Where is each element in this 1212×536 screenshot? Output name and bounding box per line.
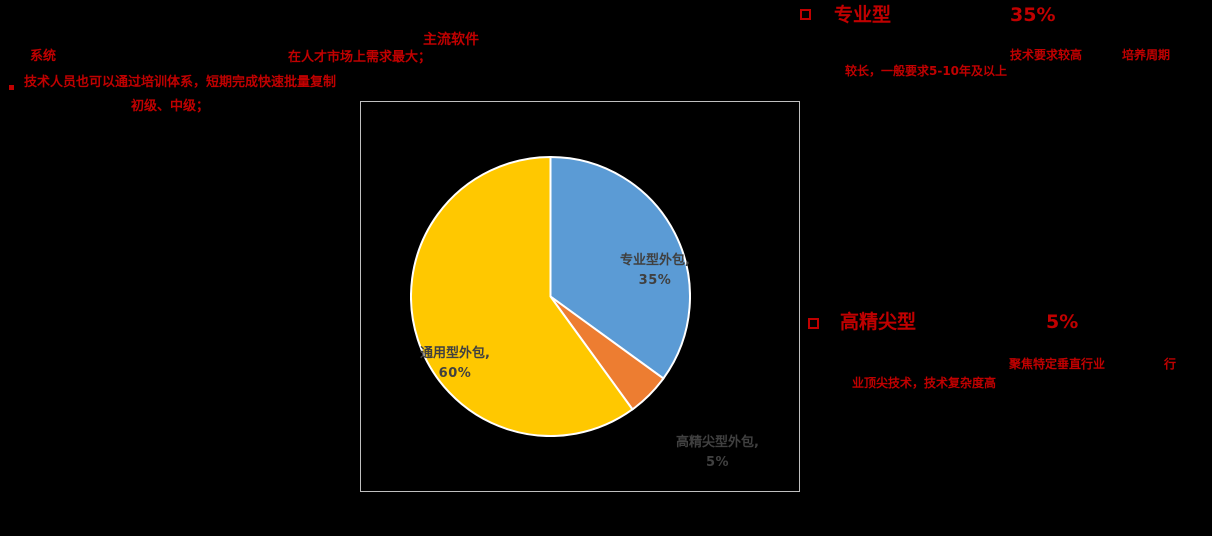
note-professional-desc-c: 较长，一般要求5-10年及以上 (845, 64, 1008, 78)
pie-chart[interactable] (410, 156, 691, 437)
note-highend-title: 高精尖型 (840, 311, 917, 333)
note-talent-market-demand: 在人才市场上需求最大； (288, 50, 432, 65)
pie-slice[interactable] (410, 156, 634, 437)
pie-svg (410, 156, 691, 437)
pie-label-general-value: 60% (438, 366, 472, 382)
hollow-square-bullet-icon-highend (808, 318, 819, 329)
pie-label-general: 通用型外包, 60% (420, 344, 490, 384)
note-xitong: 系统 (30, 49, 57, 64)
square-bullet-icon (9, 85, 14, 90)
note-professional-desc-b: 培养周期 (1122, 48, 1171, 62)
note-highend-percent: 5% (1046, 311, 1079, 333)
pie-label-highend-name: 高精尖型外包, (676, 435, 759, 450)
hollow-square-bullet-icon-professional (800, 9, 811, 20)
note-highend-desc-c: 业顶尖技术，技术复杂度高 (852, 376, 997, 390)
pie-slice[interactable] (549, 156, 691, 380)
pie-label-professional-name: 专业型外包, (620, 253, 690, 268)
pie-label-highend-value: 5% (705, 455, 730, 471)
note-highend-desc-a: 聚焦特定垂直行业 (1009, 357, 1106, 371)
pie-label-professional-value: 35% (638, 273, 672, 289)
note-professional-title: 专业型 (834, 4, 892, 26)
note-zhuliu-software: 主流软件 (423, 32, 479, 48)
note-professional-desc-a: 技术要求较高 (1010, 48, 1083, 62)
note-junior-intermediate: 初级、中级； (131, 99, 210, 114)
note-highend-desc-b: 行 (1164, 357, 1177, 371)
pie-chart-frame[interactable] (360, 101, 800, 492)
pie-label-professional: 专业型外包, 35% (620, 251, 690, 291)
pie-label-highend: 高精尖型外包, 5% (676, 433, 759, 473)
pie-label-general-name: 通用型外包, (420, 346, 490, 361)
note-technical-staff-training: 技术人员也可以通过培训体系，短期完成快速批量复制 (24, 75, 337, 90)
note-professional-percent: 35% (1010, 4, 1056, 26)
